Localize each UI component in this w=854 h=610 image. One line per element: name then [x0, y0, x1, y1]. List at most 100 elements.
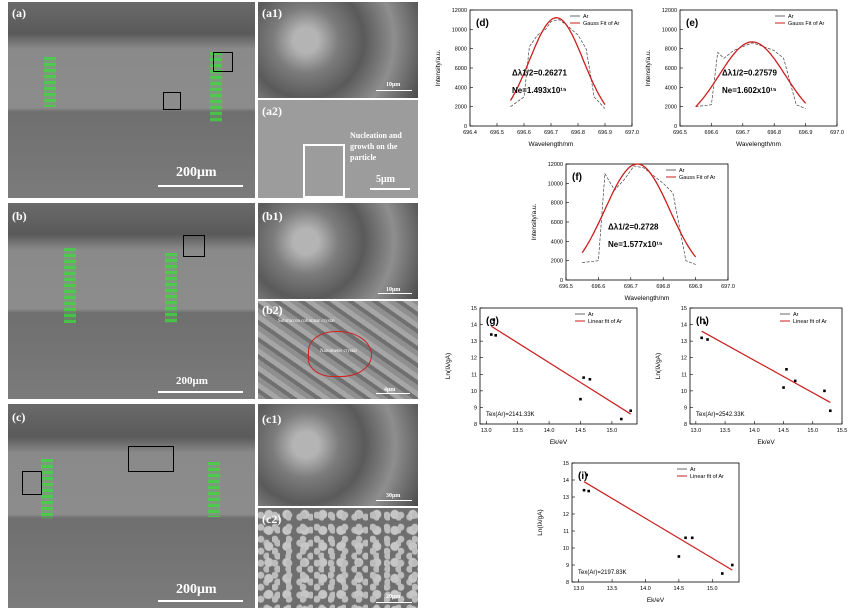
- x-tick-label: 13.5: [607, 586, 618, 592]
- annotation-density: Ne=1.577x10¹⁵: [608, 240, 663, 249]
- y-tick-label: 12: [681, 356, 687, 362]
- legend-label: Linear fit of Ar: [588, 319, 622, 325]
- y-tick-label: 0: [464, 124, 467, 130]
- x-tick-label: 696.9: [689, 284, 703, 290]
- x-tick-label: 696.9: [799, 130, 813, 136]
- data-point: [731, 563, 734, 567]
- y-tick-label: 4000: [665, 85, 677, 91]
- scale-label: 200μm: [176, 165, 217, 180]
- data-point: [588, 377, 592, 381]
- x-tick-label: 696.5: [559, 284, 573, 290]
- scale-label: 10μm: [386, 82, 401, 88]
- x-tick-label: 14.5: [778, 428, 789, 434]
- y-tick-label: 6000: [551, 220, 563, 226]
- y-axis-label: Ln(Iλ/gA): [537, 509, 544, 535]
- y-tick-label: 10000: [662, 27, 677, 33]
- panel-label-a1: (a1): [262, 6, 282, 20]
- x-tick-label: 697.0: [830, 130, 844, 136]
- data-point: [690, 536, 694, 540]
- y-axis-label: Intensity/a.u.: [645, 49, 652, 86]
- x-tick-label: 696.8: [571, 130, 585, 136]
- x-tick-label: 15.0: [607, 428, 618, 434]
- scale-bar: [376, 602, 412, 603]
- x-tick-label: 696.9: [598, 130, 612, 136]
- panel-label-a: (a): [12, 6, 26, 20]
- y-tick-label: 12000: [452, 8, 467, 14]
- linear-fit-line: [490, 325, 632, 415]
- x-tick-label: 696.7: [544, 130, 558, 136]
- x-tick-label: 14.0: [749, 428, 760, 434]
- annotation-density: Ne=1.493x10¹⁵: [512, 86, 567, 95]
- legend-label: Gauss Fit of Ar: [679, 175, 716, 181]
- y-tick-label: 8000: [551, 201, 563, 207]
- x-axis-label: Wavelength/nm: [625, 295, 670, 302]
- x-tick-label: 13.5: [512, 428, 523, 434]
- chart-i: 13.0 13.5 14.0 14.5 15.0 8 9 10 11 12 13 14 15 Ek/eV L…: [537, 461, 740, 604]
- annotation-linewidth: Δλ1/2=0.27579: [722, 69, 777, 78]
- data-point: [703, 321, 706, 325]
- panel-label: (g): [486, 316, 499, 327]
- scale-label: 10μm: [386, 287, 401, 293]
- y-tick-label: 12: [471, 356, 477, 362]
- legend-label: Ar: [793, 312, 799, 318]
- x-tick-label: 697.0: [625, 130, 639, 136]
- data-point: [706, 338, 709, 341]
- gauss-fit-line: [581, 163, 697, 258]
- x-tick-label: 696.6: [517, 130, 531, 136]
- gauss-fit-line: [695, 41, 807, 108]
- y-tick-label: 8: [566, 580, 569, 586]
- data-point: [829, 409, 832, 413]
- green-line: [64, 248, 76, 323]
- green-line: [208, 462, 220, 517]
- x-tick-label: 697.0: [721, 284, 735, 290]
- y-tick-label: 11: [563, 529, 569, 535]
- zoom-box: [128, 446, 174, 472]
- y-tick-label: 13: [563, 495, 569, 501]
- sem-panel-a1: (a1) 10μm: [258, 2, 418, 98]
- y-tick-label: 10000: [548, 181, 563, 187]
- x-tick-label: 15.5: [837, 428, 848, 434]
- zoom-box: [183, 235, 205, 257]
- y-tick-label: 9: [684, 405, 687, 411]
- y-tick-label: 6000: [455, 66, 467, 72]
- x-tick-label: 696.6: [705, 130, 719, 136]
- y-tick-label: 9: [566, 563, 569, 569]
- data-point: [793, 379, 797, 383]
- sem-panel-c2: (c2) 20μm: [258, 508, 418, 608]
- annotation-linewidth: Δλ1/2=0.2728: [608, 223, 659, 232]
- x-tick-label: 13.5: [720, 428, 731, 434]
- legend-label: Linear fit of Ar: [690, 474, 724, 480]
- panel-label: (f): [572, 172, 582, 183]
- x-tick-label: 13.0: [690, 428, 701, 434]
- data-point: [823, 389, 826, 393]
- y-tick-label: 6000: [665, 66, 677, 72]
- x-tick-label: 15.0: [807, 428, 818, 434]
- chart-d: 696.4 696.5 696.6 696.7 696.8 696.9 697.0 0 2000…: [435, 8, 639, 148]
- y-tick-label: 8: [684, 422, 687, 428]
- zoom-box: [213, 52, 233, 72]
- y-tick-label: 15: [563, 461, 569, 467]
- x-tick-label: 14.5: [674, 586, 685, 592]
- x-tick-label: 14.0: [640, 586, 651, 592]
- y-tick-label: 12: [563, 512, 569, 518]
- data-point: [587, 489, 590, 493]
- legend-label: Ar: [679, 168, 685, 174]
- sem-panel-c1: (c1) 30μm: [258, 404, 418, 506]
- y-tick-label: 11: [681, 372, 687, 378]
- scale-label: 200μm: [176, 582, 217, 597]
- series-line-ar: [510, 19, 606, 109]
- data-point: [490, 333, 493, 336]
- x-axis-label: Ek/eV: [647, 597, 665, 604]
- sem-panel-b1: (b1) 10μm: [258, 203, 418, 299]
- legend-label: Ar: [583, 14, 589, 20]
- data-point: [785, 368, 788, 371]
- sem-panel-b2: (b2) Submicron columnar crystal Nanomete…: [258, 301, 418, 399]
- zoom-box: [163, 92, 181, 110]
- y-tick-label: 12000: [662, 8, 677, 14]
- plot-frame: [571, 462, 740, 583]
- highlight-box: [303, 144, 345, 198]
- annotation-text: Nanometer crystal: [320, 349, 357, 354]
- series-line-ar: [695, 42, 806, 109]
- scale-label: 4μm: [384, 387, 396, 393]
- y-tick-label: 2000: [665, 105, 677, 111]
